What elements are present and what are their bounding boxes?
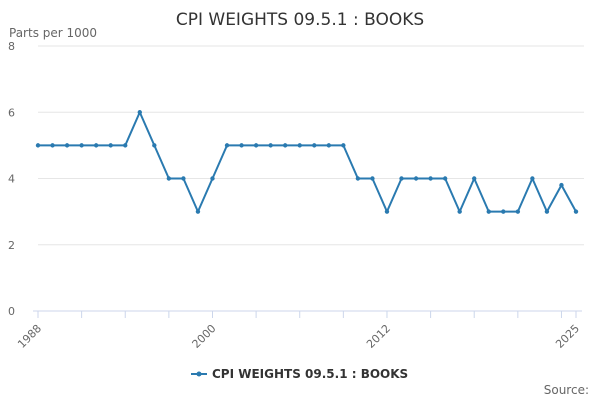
legend-marker	[196, 371, 202, 377]
data-point	[268, 143, 273, 148]
data-point	[501, 209, 506, 214]
data-point	[137, 110, 142, 115]
series-line	[37, 111, 577, 213]
data-point	[108, 143, 113, 148]
data-point	[355, 176, 361, 181]
x-axis-ticks: 1988 2000 2012 2025	[15, 322, 582, 351]
data-point	[35, 143, 41, 148]
data-point	[210, 176, 215, 181]
data-point	[239, 143, 244, 148]
data-point	[79, 143, 84, 148]
y-tick-label: 0	[8, 305, 15, 318]
data-point	[384, 209, 390, 214]
y-axis-label: Parts per 1000	[9, 26, 97, 40]
series-layer	[35, 110, 579, 214]
data-point	[93, 143, 99, 148]
legend-label: CPI WEIGHTS 09.5.1 : BOOKS	[212, 367, 408, 381]
data-point	[152, 143, 157, 148]
data-point	[341, 143, 346, 148]
data-point	[442, 176, 448, 181]
data-point	[224, 143, 230, 148]
x-axis	[33, 310, 582, 318]
data-point	[195, 209, 201, 214]
x-tick-label: 2012	[364, 322, 393, 351]
y-tick-label: 8	[8, 40, 15, 53]
data-point	[399, 176, 404, 181]
data-point	[486, 209, 491, 214]
y-axis-ticks: 0 2 4 6 8	[8, 40, 15, 318]
data-point	[370, 176, 375, 181]
data-point	[544, 209, 550, 214]
data-point	[457, 209, 462, 214]
data-point	[326, 143, 332, 148]
y-tick-label: 4	[8, 173, 15, 186]
data-point	[64, 143, 70, 148]
grid-lines	[38, 45, 584, 246]
data-point	[413, 176, 419, 181]
y-tick-label: 2	[8, 239, 15, 252]
data-point	[123, 143, 128, 148]
x-tick-label: 2025	[553, 322, 582, 351]
x-tick-label: 2000	[190, 322, 219, 351]
data-point	[472, 176, 477, 181]
data-point	[428, 176, 433, 181]
data-point	[166, 176, 172, 181]
data-point	[253, 143, 259, 148]
y-tick-label: 6	[8, 106, 15, 119]
source-label: Source:	[544, 383, 589, 397]
data-point	[515, 209, 521, 214]
data-point	[530, 176, 535, 181]
chart-title: CPI WEIGHTS 09.5.1 : BOOKS	[176, 10, 424, 30]
data-point	[573, 209, 579, 214]
x-tick-label: 1988	[15, 322, 44, 351]
legend[interactable]: CPI WEIGHTS 09.5.1 : BOOKS	[191, 367, 408, 381]
data-point	[282, 143, 288, 148]
data-point	[297, 143, 302, 148]
data-point	[181, 176, 186, 181]
data-point	[50, 143, 55, 148]
data-point	[559, 182, 564, 188]
data-point	[312, 143, 317, 148]
